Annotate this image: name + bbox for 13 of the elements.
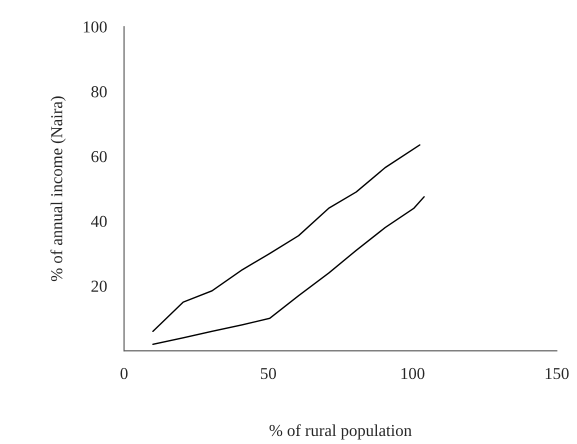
x-tick-label: 100 [402, 368, 424, 380]
x-axis-title: % of rural population [269, 424, 412, 440]
y-tick-label: 100 [84, 21, 107, 33]
x-tick-label: 150 [546, 368, 569, 380]
y-tick-label: 80 [91, 86, 107, 98]
y-axis-title: % of annual income (Naira) [50, 96, 66, 282]
x-tick-label: 50 [260, 368, 276, 380]
y-tick-label: 20 [91, 280, 107, 292]
y-tick-label: 40 [91, 216, 107, 228]
y-tick-label: 60 [91, 150, 107, 162]
line-series [152, 196, 425, 345]
line-series [152, 144, 420, 332]
x-tick-label: 0 [120, 368, 128, 380]
